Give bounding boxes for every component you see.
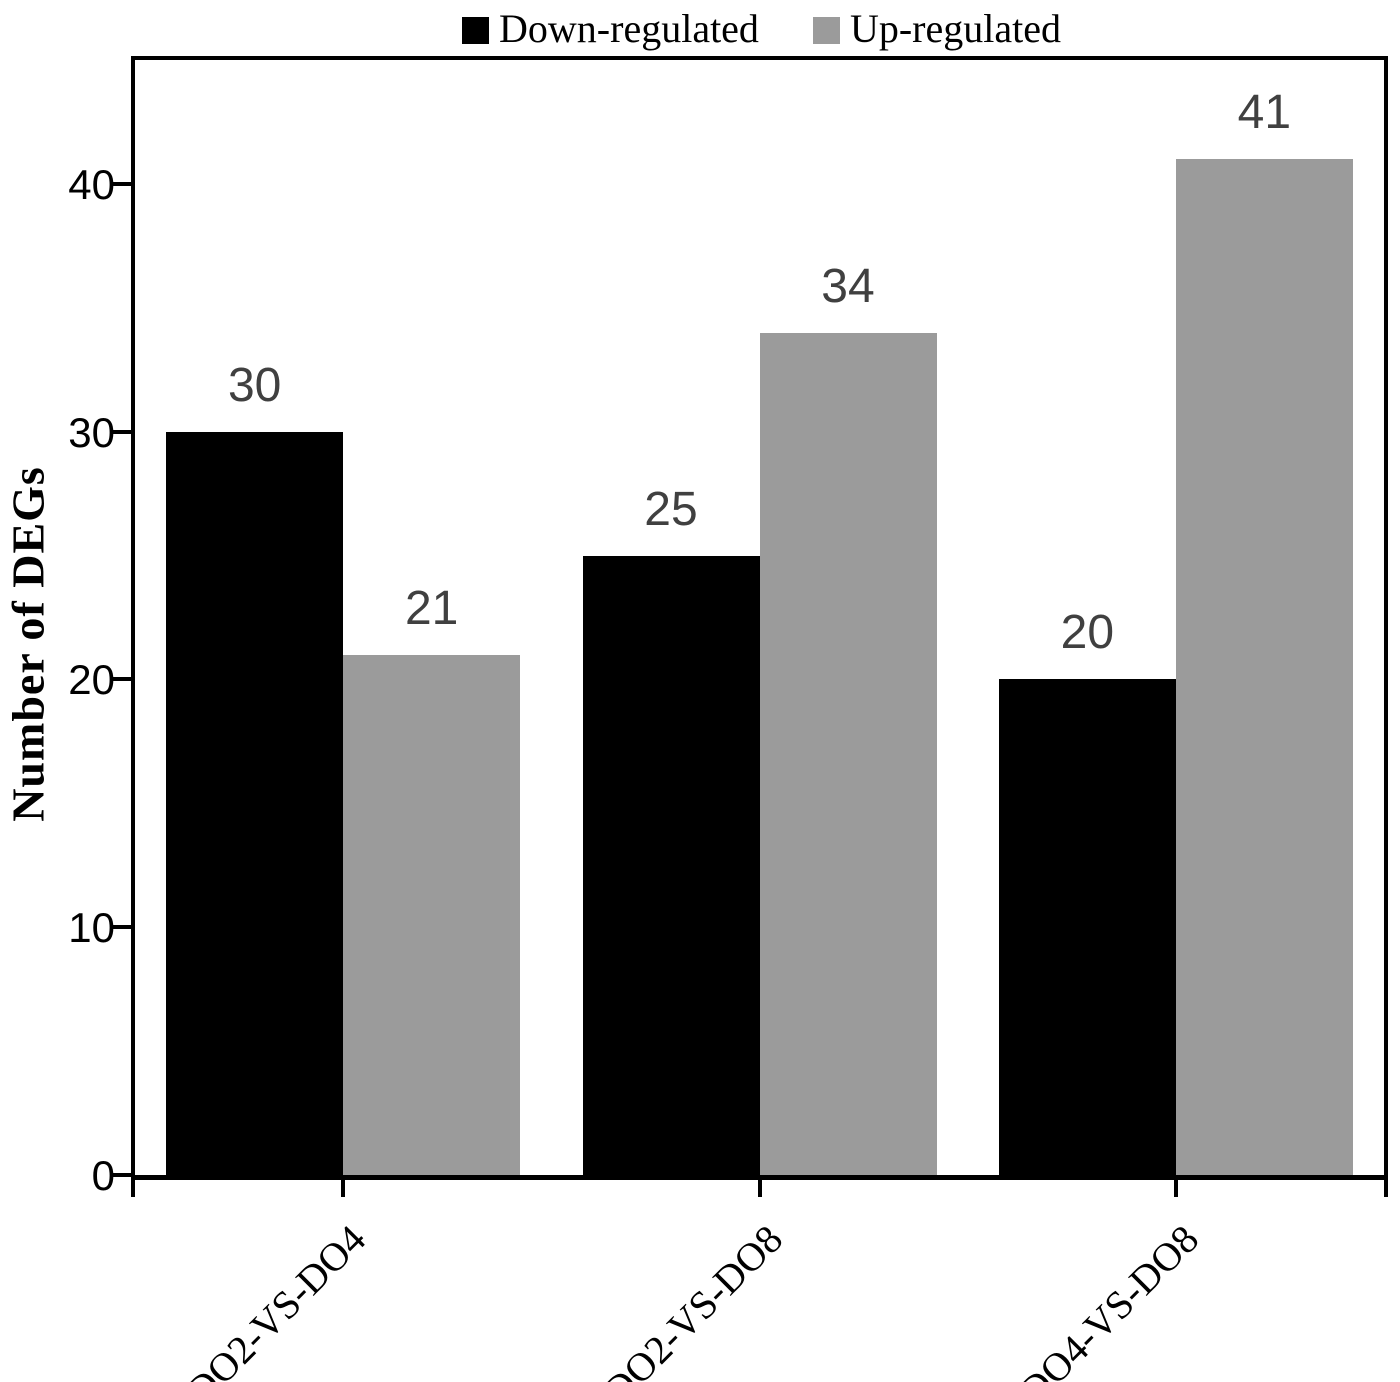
legend-item-label: Down-regulated <box>499 6 759 51</box>
bar-value-label: 34 <box>821 259 875 313</box>
bar-value-label: 20 <box>1060 606 1115 660</box>
legend-item-label: Up-regulated <box>849 6 1061 51</box>
y-axis-tick <box>113 925 131 930</box>
bar-value-label: 21 <box>404 581 459 635</box>
legend-item-down-regulated: Down-regulated <box>462 9 759 49</box>
chart-legend: Down-regulated Up-regulated <box>135 2 1388 56</box>
y-axis-tick <box>113 181 131 186</box>
bar-up-regulated-do2-vs-do4 <box>343 654 521 1175</box>
x-axis-category-label: DO2-VS-DO8 <box>593 1216 791 1382</box>
bar-value-label: 25 <box>644 482 698 536</box>
x-axis-tick <box>757 1180 762 1197</box>
y-axis-tick-label: 30 <box>68 408 115 456</box>
x-axis-edge-tick <box>131 1180 135 1197</box>
legend-swatch-down-regulated <box>462 16 490 44</box>
x-axis-edge-tick <box>1384 1180 1388 1197</box>
y-axis-tick-label: 40 <box>68 160 115 208</box>
y-axis-tick-label: 0 <box>91 1152 115 1199</box>
y-axis-tick <box>113 677 131 682</box>
bar-value-label: 30 <box>227 358 282 412</box>
legend-item-up-regulated: Up-regulated <box>812 6 1061 51</box>
bar-up-regulated-do2-vs-do8 <box>759 332 937 1175</box>
plot-area: 0 10 20 30 40 DO2-VS-DO4 30 21 DO2-VS-DO8 25 34 DO4… <box>68 56 1388 1382</box>
bar-down-regulated-do4-vs-do8 <box>998 679 1176 1175</box>
y-axis-tick-label: 20 <box>68 656 115 704</box>
bar-down-regulated-do2-vs-do8 <box>582 555 760 1175</box>
x-axis-category-label: DO2-VS-DO4 <box>177 1216 375 1382</box>
x-axis-tick <box>341 1180 346 1197</box>
y-axis-tick <box>113 429 131 434</box>
x-axis-tick <box>1173 1180 1178 1197</box>
y-axis-tick <box>113 1173 131 1177</box>
x-axis-category-label: DO4-VS-DO8 <box>1010 1216 1207 1382</box>
bar-down-regulated-do2-vs-do4 <box>166 431 344 1175</box>
bar-up-regulated-do4-vs-do8 <box>1175 159 1353 1175</box>
bar-value-label: 41 <box>1237 86 1292 140</box>
y-axis-tick-label: 10 <box>68 904 115 952</box>
y-axis-title: Number of DEGs <box>2 466 54 822</box>
legend-swatch-up-regulated <box>812 16 840 44</box>
